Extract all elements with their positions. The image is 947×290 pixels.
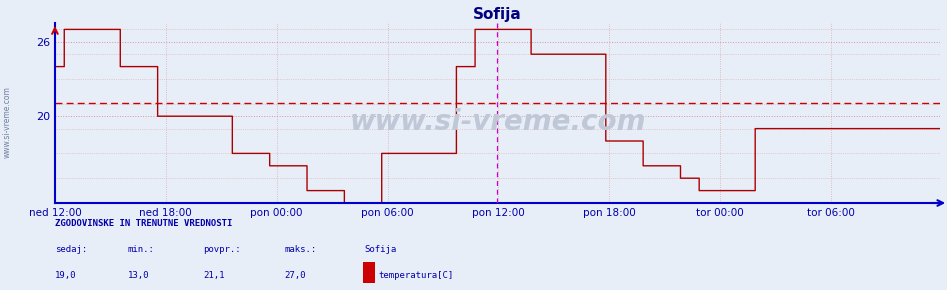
Text: www.si-vreme.com: www.si-vreme.com: [3, 86, 12, 158]
Text: maks.:: maks.:: [284, 245, 316, 254]
Text: temperatura[C]: temperatura[C]: [379, 271, 454, 280]
Text: povpr.:: povpr.:: [204, 245, 241, 254]
Text: 13,0: 13,0: [128, 271, 150, 280]
Text: 19,0: 19,0: [55, 271, 77, 280]
Text: 27,0: 27,0: [284, 271, 306, 280]
Title: Sofija: Sofija: [474, 7, 522, 22]
Text: www.si-vreme.com: www.si-vreme.com: [349, 108, 646, 136]
Text: ZGODOVINSKE IN TRENUTNE VREDNOSTI: ZGODOVINSKE IN TRENUTNE VREDNOSTI: [55, 219, 232, 228]
Text: Sofija: Sofija: [365, 245, 397, 254]
Text: min.:: min.:: [128, 245, 154, 254]
Text: 21,1: 21,1: [204, 271, 225, 280]
Text: sedaj:: sedaj:: [55, 245, 87, 254]
